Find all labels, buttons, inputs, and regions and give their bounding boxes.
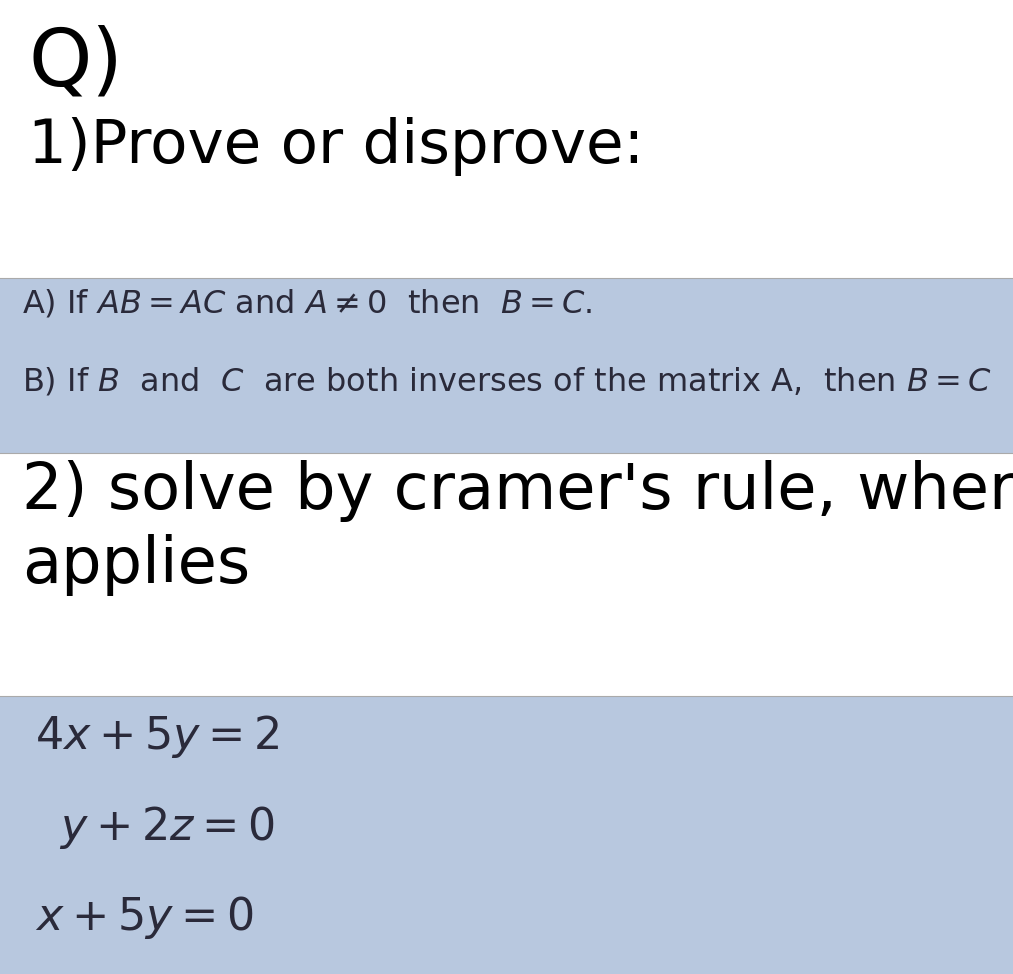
Text: $x + 5y = 0$: $x + 5y = 0$ [35,894,254,941]
Text: A) If $\mathit{AB} = \mathit{AC}$ and $\mathit{A} \neq 0$  then  $\mathit{B} = C: A) If $\mathit{AB} = \mathit{AC}$ and $\… [22,287,593,319]
Bar [0,696,1013,974]
Bar [0,453,1013,696]
Bar [0,0,1013,278]
Text: $y + 2z = 0$: $y + 2z = 0$ [59,804,275,850]
Text: Q): Q) [28,24,124,102]
Text: $4x + 5y = 2$: $4x + 5y = 2$ [35,713,280,760]
Bar [0,278,1013,453]
Text: 2) solve by cramer's rule, where it
applies: 2) solve by cramer's rule, where it appl… [22,460,1013,596]
Text: B) If $\mathit{B}$  and  $\mathit{C}$  are both inverses of the matrix A,  then : B) If $\mathit{B}$ and $\mathit{C}$ are … [22,365,992,397]
Text: 1)Prove or disprove:: 1)Prove or disprove: [28,117,644,176]
